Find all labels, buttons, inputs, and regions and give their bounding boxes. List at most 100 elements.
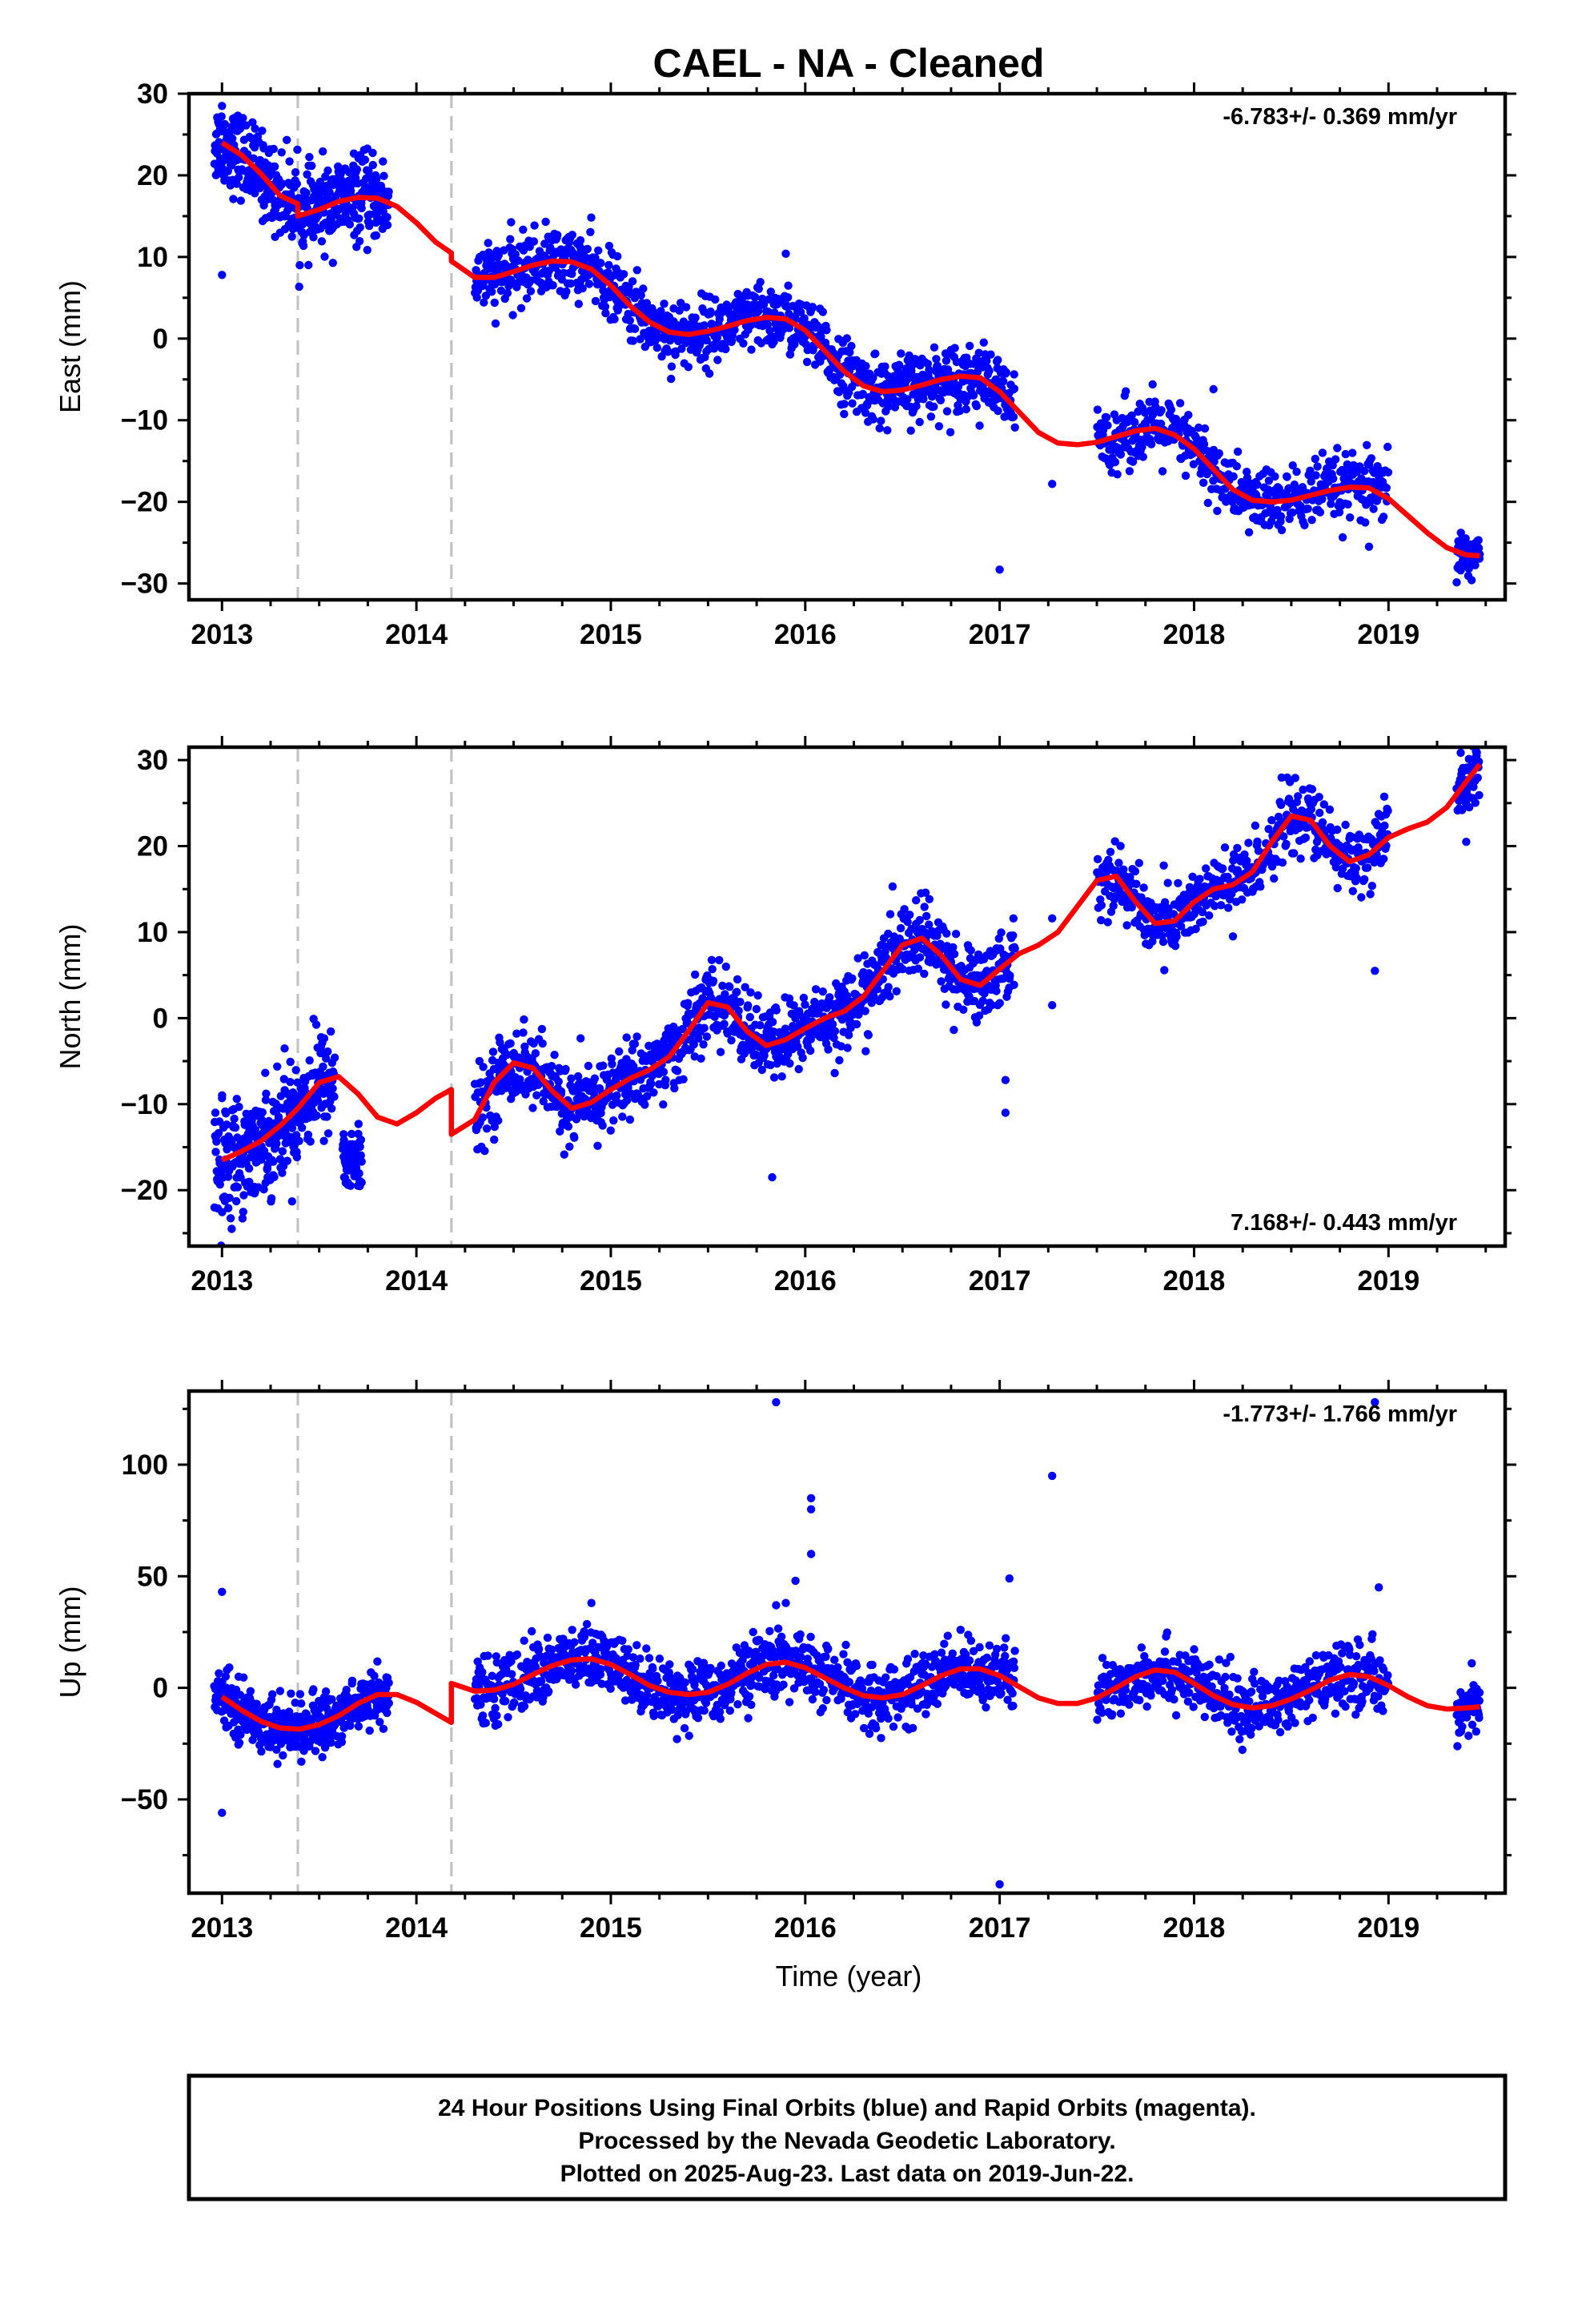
data-point bbox=[1351, 864, 1361, 873]
data-point bbox=[615, 1047, 624, 1056]
data-point bbox=[318, 1753, 327, 1762]
outlier-point bbox=[1462, 838, 1471, 846]
data-point bbox=[576, 1034, 585, 1043]
data-point bbox=[1279, 832, 1288, 841]
data-point bbox=[1125, 467, 1134, 476]
data-point bbox=[690, 1052, 699, 1061]
data-point bbox=[702, 336, 711, 345]
data-point bbox=[681, 303, 691, 312]
data-point bbox=[1116, 842, 1125, 850]
data-point bbox=[985, 366, 994, 376]
data-point bbox=[1137, 893, 1146, 902]
data-points bbox=[210, 731, 1484, 1246]
data-point bbox=[384, 1699, 393, 1707]
data-point bbox=[1267, 517, 1276, 525]
data-point bbox=[625, 316, 634, 325]
data-point bbox=[299, 241, 308, 251]
data-point bbox=[861, 362, 870, 371]
data-point bbox=[232, 1196, 241, 1206]
data-point bbox=[580, 1094, 589, 1104]
data-point bbox=[1276, 512, 1286, 521]
data-point bbox=[744, 1001, 753, 1010]
data-point bbox=[554, 1077, 563, 1086]
data-point bbox=[1474, 536, 1483, 545]
data-point bbox=[884, 402, 893, 411]
data-point bbox=[368, 148, 377, 158]
data-point bbox=[784, 293, 793, 302]
data-point bbox=[494, 251, 503, 259]
data-point bbox=[727, 1035, 736, 1045]
data-point bbox=[932, 355, 941, 364]
data-point bbox=[239, 1191, 248, 1200]
data-point bbox=[1277, 525, 1287, 535]
data-point bbox=[538, 1039, 547, 1048]
data-point bbox=[1184, 411, 1193, 420]
data-point bbox=[598, 1121, 607, 1130]
data-point bbox=[789, 1001, 798, 1010]
x-tick-label: 2019 bbox=[1357, 1265, 1419, 1297]
data-point bbox=[951, 930, 961, 939]
data-point bbox=[920, 903, 929, 911]
data-point bbox=[1146, 440, 1156, 448]
data-point bbox=[360, 155, 370, 164]
data-point bbox=[1138, 452, 1148, 461]
data-point bbox=[339, 1130, 348, 1139]
data-point bbox=[716, 1047, 725, 1056]
data-point bbox=[975, 421, 984, 430]
data-point bbox=[734, 1007, 743, 1015]
data-point bbox=[568, 269, 576, 279]
y-axis-label: East (mm) bbox=[54, 280, 86, 413]
data-point bbox=[1367, 882, 1377, 891]
data-point bbox=[278, 1168, 287, 1177]
data-point bbox=[365, 221, 374, 231]
data-point bbox=[561, 1064, 570, 1074]
data-point bbox=[972, 401, 982, 411]
data-point bbox=[608, 1059, 616, 1069]
data-point bbox=[875, 424, 884, 432]
x-tick-label: 2013 bbox=[191, 1265, 253, 1297]
data-point bbox=[321, 1687, 331, 1696]
data-point bbox=[799, 993, 809, 1003]
data-point bbox=[718, 981, 727, 991]
data-point bbox=[710, 1012, 719, 1021]
data-point bbox=[327, 1104, 336, 1113]
data-point bbox=[1346, 513, 1355, 522]
data-point bbox=[215, 1117, 224, 1126]
data-point bbox=[283, 135, 291, 144]
data-point bbox=[295, 282, 303, 292]
data-point bbox=[1010, 370, 1018, 379]
data-point bbox=[547, 1062, 556, 1071]
outlier-point bbox=[227, 1224, 236, 1233]
data-point bbox=[506, 235, 515, 243]
data-point bbox=[1251, 821, 1260, 830]
data-point bbox=[292, 1152, 302, 1162]
y-tick-label: −20 bbox=[121, 487, 168, 518]
data-point bbox=[244, 1164, 254, 1173]
data-point bbox=[516, 1075, 524, 1084]
data-point bbox=[715, 955, 724, 965]
data-point bbox=[745, 1012, 754, 1022]
data-point bbox=[1295, 822, 1305, 831]
data-point bbox=[283, 1156, 291, 1165]
data-point bbox=[279, 1751, 287, 1760]
data-point bbox=[936, 396, 946, 404]
data-point bbox=[346, 1181, 355, 1190]
data-point bbox=[843, 1043, 852, 1052]
x-tick-label: 2017 bbox=[969, 619, 1031, 650]
data-point bbox=[278, 179, 287, 188]
data-point bbox=[570, 1133, 579, 1142]
data-point bbox=[894, 360, 904, 369]
data-point bbox=[1256, 883, 1265, 891]
outlier-point bbox=[218, 1094, 227, 1103]
data-point bbox=[612, 1091, 621, 1100]
data-point bbox=[667, 374, 676, 384]
data-point bbox=[1474, 731, 1482, 739]
data-point bbox=[888, 882, 897, 891]
data-point bbox=[297, 1757, 306, 1766]
data-point bbox=[1288, 461, 1297, 470]
data-point bbox=[1318, 818, 1327, 827]
data-point bbox=[277, 148, 286, 157]
outlier-point bbox=[1228, 932, 1238, 941]
data-point bbox=[1200, 424, 1210, 433]
data-point bbox=[867, 999, 876, 1007]
